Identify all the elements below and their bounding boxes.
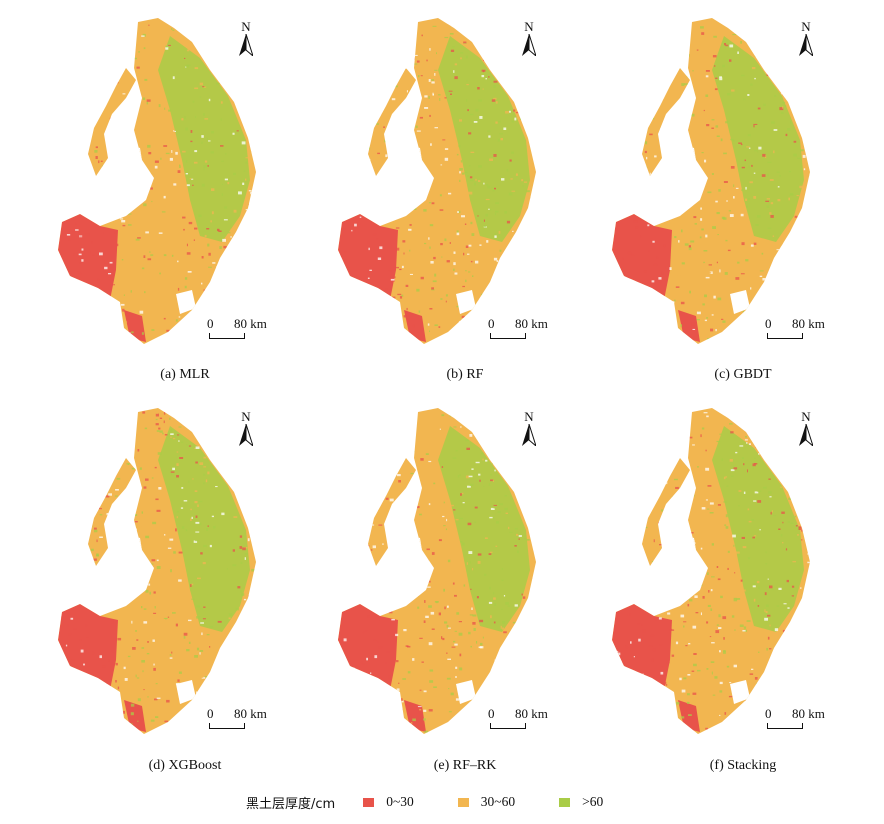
scale-max-label: 80 km: [792, 706, 825, 721]
scale-zero-label: 0: [207, 316, 214, 331]
soil-thickness-map: [612, 408, 810, 734]
north-label: N: [801, 19, 811, 34]
north-arrow-icon: [239, 424, 253, 446]
north-arrow: N: [796, 20, 816, 60]
north-arrow-icon: [522, 34, 536, 56]
legend-swatch-orange: [457, 797, 469, 807]
soil-thickness-map: [58, 18, 256, 344]
north-arrow-icon: [522, 424, 536, 446]
panel-caption: (d) XGBoost: [148, 758, 222, 773]
scale-max-label: 80 km: [515, 316, 548, 331]
map-panel-gbdt: N 0 80 km (c) GBDT: [604, 10, 884, 410]
scale-max-label: 80 km: [234, 316, 267, 331]
scale-bar: 0 80 km: [207, 316, 287, 342]
legend-title: 黑土层厚度/cm: [246, 796, 336, 812]
panel-caption: (a) MLR: [160, 367, 210, 382]
map-panel-stacking: N 0 80 km (f) Stacking: [604, 400, 884, 800]
map-panel-xgboost: N 0 80 km (d) XGBoost: [50, 400, 330, 800]
legend-item-0-30: 0~30: [363, 794, 414, 810]
scale-bar: 0 80 km: [765, 316, 845, 342]
scale-line: [490, 723, 526, 729]
scale-line: [209, 723, 245, 729]
scale-zero-label: 0: [488, 706, 495, 721]
scale-bar: 0 80 km: [765, 706, 845, 732]
legend-label: 30~60: [480, 794, 516, 809]
north-label: N: [241, 19, 251, 34]
soil-thickness-map: [338, 408, 536, 734]
map-panel-rf-rk: N 0 80 km (e) RF–RK: [330, 400, 610, 800]
scale-zero-label: 0: [765, 706, 772, 721]
map-panel-rf: N 0 80 km (b) RF: [330, 10, 610, 410]
legend-label: >60: [582, 794, 604, 809]
scale-line: [767, 723, 803, 729]
north-arrow: N: [236, 20, 256, 60]
north-label: N: [524, 409, 534, 424]
scale-zero-label: 0: [207, 706, 214, 721]
north-label: N: [241, 409, 251, 424]
scale-line: [209, 333, 245, 339]
north-label: N: [801, 409, 811, 424]
scale-max-label: 80 km: [234, 706, 267, 721]
scale-zero-label: 0: [765, 316, 772, 331]
legend: 黑土层厚度/cm 0~30 30~60 >60: [246, 792, 647, 812]
soil-thickness-map: [612, 18, 810, 344]
panel-caption: (b) RF: [446, 367, 484, 382]
panel-caption: (c) GBDT: [714, 367, 772, 382]
north-arrow: N: [236, 410, 256, 450]
north-arrow-icon: [239, 34, 253, 56]
north-arrow: N: [519, 410, 539, 450]
soil-thickness-map: [338, 18, 536, 344]
legend-swatch-red: [363, 797, 375, 807]
scale-bar: 0 80 km: [488, 316, 568, 342]
scale-line: [490, 333, 526, 339]
scale-max-label: 80 km: [792, 316, 825, 331]
panel-caption: (f) Stacking: [709, 758, 777, 773]
legend-label: 0~30: [386, 794, 414, 809]
panel-caption: (e) RF–RK: [433, 758, 497, 773]
legend-swatch-green: [559, 797, 571, 807]
north-arrow: N: [796, 410, 816, 450]
north-arrow: N: [519, 20, 539, 60]
north-arrow-icon: [799, 424, 813, 446]
scale-bar: 0 80 km: [207, 706, 287, 732]
scale-zero-label: 0: [488, 316, 495, 331]
legend-item-gt60: >60: [559, 794, 603, 810]
north-arrow-icon: [799, 34, 813, 56]
soil-thickness-map: [58, 408, 256, 734]
scale-line: [767, 333, 803, 339]
scale-max-label: 80 km: [515, 706, 548, 721]
scale-bar: 0 80 km: [488, 706, 568, 732]
map-panel-mlr: N 0 80 km (a) MLR: [50, 10, 330, 410]
legend-item-30-60: 30~60: [457, 794, 516, 810]
north-label: N: [524, 19, 534, 34]
